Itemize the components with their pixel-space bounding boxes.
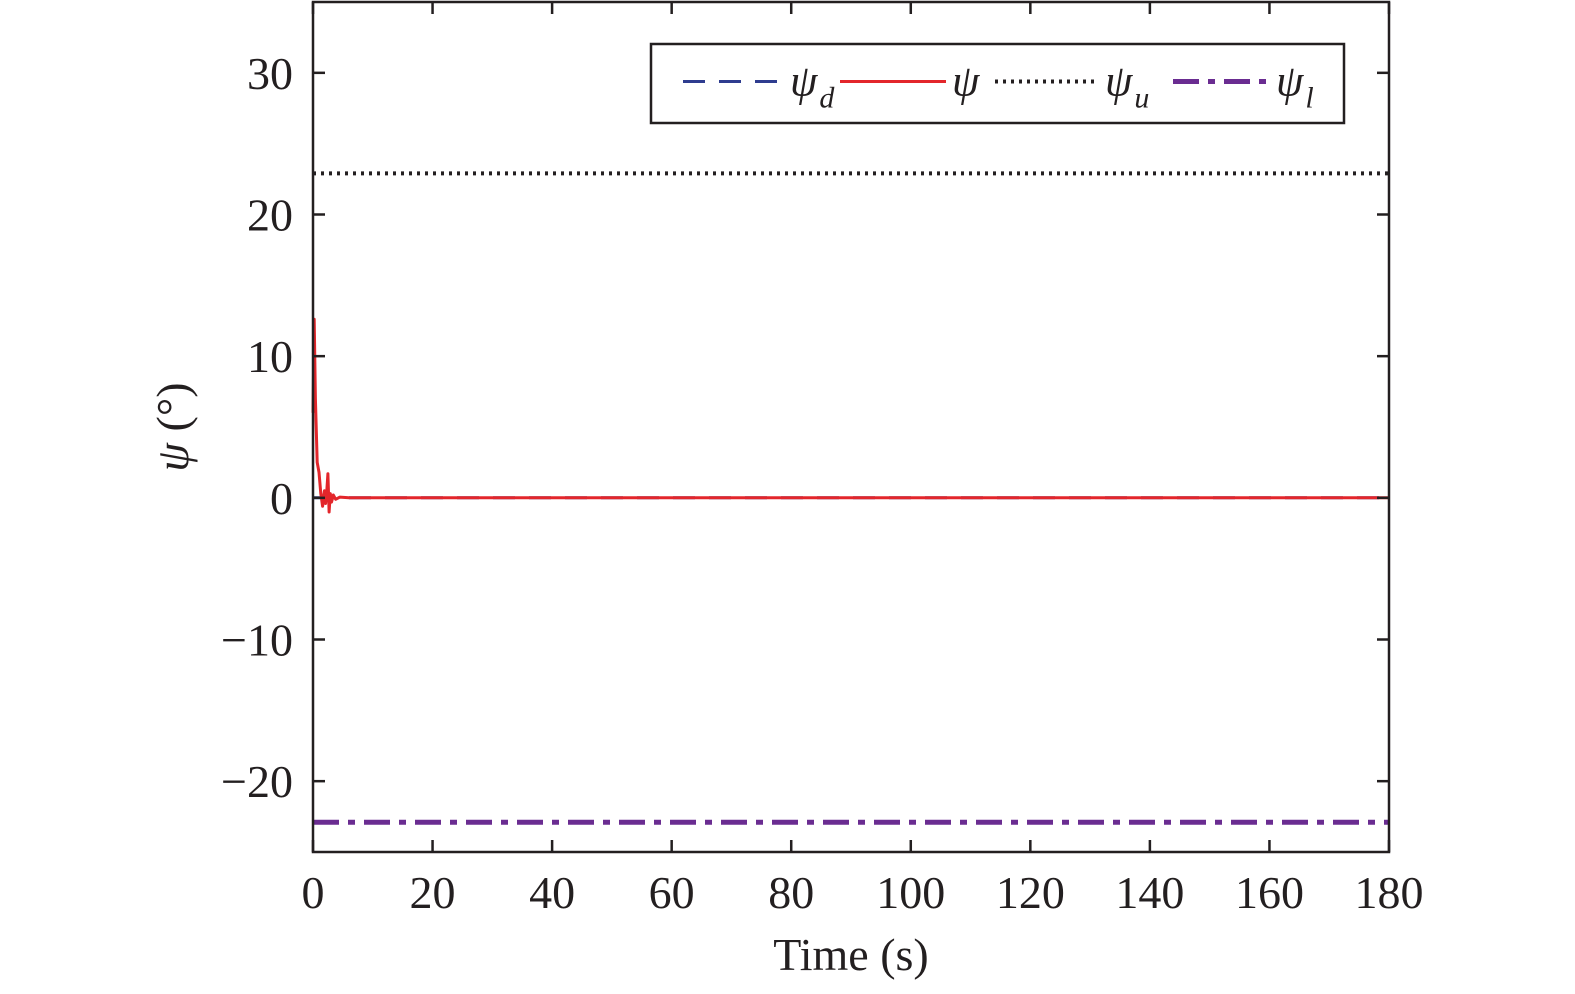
svg-text:ψ (°): ψ (°) (147, 382, 198, 471)
x-tick-label: 40 (529, 867, 575, 918)
x-tick-label: 160 (1235, 867, 1304, 918)
series-line-main (311, 317, 1389, 514)
x-tick-label: 180 (1355, 867, 1424, 918)
y-axis-title: ψ (°) (147, 382, 198, 471)
x-tick-label: 0 (302, 867, 325, 918)
legend-items: ψd ψ ψu ψl (683, 57, 1314, 115)
x-tick-label: 120 (996, 867, 1065, 918)
y-tick-label: 0 (270, 473, 293, 524)
legend-label-d: ψd (790, 57, 835, 115)
legend-label-u: ψu (1105, 57, 1149, 115)
y-tick-label: 20 (247, 190, 293, 241)
legend: ψd ψ ψu ψl (649, 42, 1346, 125)
x-tick-label: 60 (649, 867, 695, 918)
series-layer (311, 171, 1389, 825)
ticks-layer (311, 2, 1391, 852)
y-tick-label: −10 (221, 615, 293, 666)
y-axis-title-symbol: ψ (147, 442, 198, 472)
labels-layer: 0 20 40 60 80 100 120 140 160 180 −20 −10 0 10 20 30 (221, 48, 1423, 918)
x-tick-label: 20 (410, 867, 456, 918)
y-tick-label: 30 (247, 48, 293, 99)
y-tick-label: 10 (247, 331, 293, 382)
x-axis-title: Time (s) (773, 929, 929, 980)
legend-label-main: ψ (952, 57, 980, 106)
legend-label-l: ψl (1276, 57, 1314, 115)
x-tick-label: 80 (768, 867, 814, 918)
x-tick-label: 140 (1115, 867, 1184, 918)
plot-frame (311, 0, 1391, 854)
x-tick-label: 100 (876, 867, 945, 918)
y-axis-title-unit: (°) (147, 382, 198, 431)
y-tick-label: −20 (221, 756, 293, 807)
